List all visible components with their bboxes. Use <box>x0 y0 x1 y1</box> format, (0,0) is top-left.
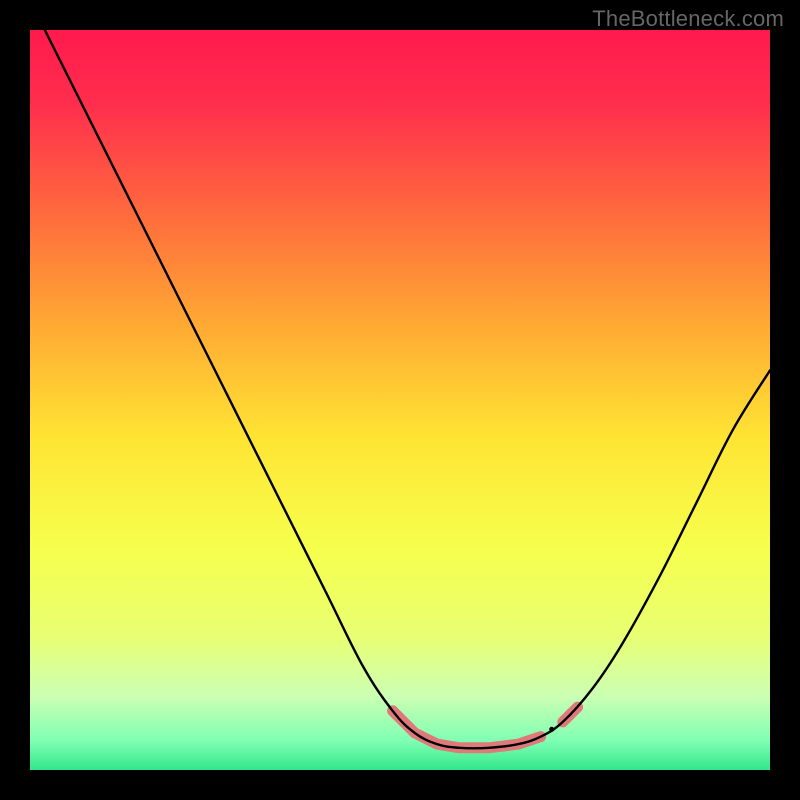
highlight-marker <box>549 727 554 732</box>
chart-svg <box>30 30 770 770</box>
watermark-text: TheBottleneck.com <box>592 6 784 32</box>
chart-background <box>30 30 770 770</box>
chart-plot-area <box>30 30 770 770</box>
